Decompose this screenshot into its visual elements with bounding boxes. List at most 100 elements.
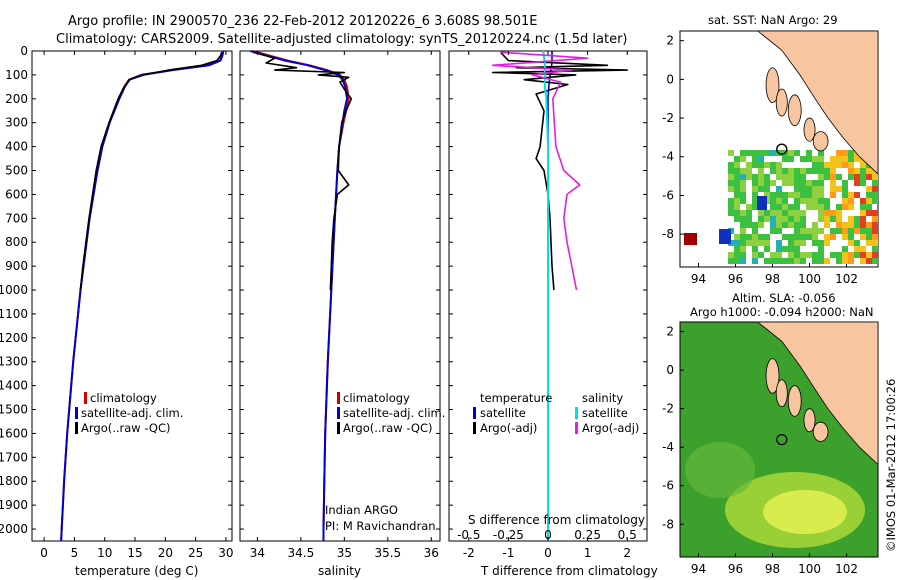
sst-cell bbox=[860, 228, 866, 234]
depth-tick-label: 600 bbox=[5, 187, 28, 201]
sst-cell bbox=[794, 204, 800, 210]
sst-cell bbox=[842, 258, 848, 264]
sst-cell bbox=[818, 216, 824, 222]
sst-cell bbox=[728, 252, 734, 258]
sst-cell bbox=[776, 198, 782, 204]
legend-temperature-heading: temperature bbox=[480, 391, 552, 405]
sst-cell bbox=[782, 156, 788, 162]
sst-cell bbox=[836, 150, 842, 156]
sst-cell bbox=[770, 210, 776, 216]
sst-cell bbox=[842, 150, 848, 156]
sst-cell bbox=[824, 258, 830, 264]
salinity-tick-label: 35.5 bbox=[374, 546, 401, 560]
map-lat-label: -4 bbox=[662, 440, 674, 454]
sst-cell bbox=[788, 204, 794, 210]
depth-tick-label: 1900 bbox=[0, 498, 28, 512]
sst-cell bbox=[836, 216, 842, 222]
legend-t-argo: Argo(-adj) bbox=[480, 421, 537, 435]
sst-cell bbox=[866, 210, 872, 216]
sst-cell bbox=[848, 258, 854, 264]
depth-tick-label: 1000 bbox=[0, 283, 28, 297]
sst-cell bbox=[764, 180, 770, 186]
sst-cell bbox=[764, 192, 770, 198]
sst-cell bbox=[752, 240, 758, 246]
sst-cell bbox=[758, 252, 764, 258]
land-island bbox=[803, 117, 816, 142]
sst-cell bbox=[728, 180, 734, 186]
sst-cell bbox=[728, 174, 734, 180]
legend-satellite-adj: satellite-adj. clim. bbox=[81, 406, 183, 420]
sst-cell bbox=[872, 186, 878, 192]
sst-cell bbox=[842, 234, 848, 240]
sla-map: 94 96 98 100 102 2 0 -2 -4 -6 -8 bbox=[662, 321, 879, 576]
map-lon-label: 94 bbox=[691, 272, 706, 286]
sst-cell bbox=[824, 210, 830, 216]
series-line-argo bbox=[252, 51, 353, 291]
sst-cell bbox=[812, 252, 818, 258]
sst-cell bbox=[758, 180, 764, 186]
land-sumatra bbox=[756, 30, 879, 176]
sst-cell bbox=[752, 246, 758, 252]
sst-cell bbox=[728, 210, 734, 216]
sst-cell bbox=[740, 156, 746, 162]
sst-cell bbox=[740, 222, 746, 228]
sst-cell bbox=[752, 222, 758, 228]
temperature-tick-label: 20 bbox=[158, 546, 173, 560]
sst-cell bbox=[848, 228, 854, 234]
sst-cell bbox=[860, 216, 866, 222]
sst-cell bbox=[854, 216, 860, 222]
temperature-tick-label: 30 bbox=[218, 546, 233, 560]
sst-cell bbox=[770, 192, 776, 198]
sst-cell bbox=[788, 246, 794, 252]
sst-cell bbox=[800, 240, 806, 246]
legend-swatch-climatology bbox=[337, 392, 340, 404]
sst-cell bbox=[794, 180, 800, 186]
sst-cell bbox=[782, 174, 788, 180]
sst-cell bbox=[794, 150, 800, 156]
sst-cell bbox=[824, 240, 830, 246]
salinity-profile-plot: 34 34.5 35 35.5 36 bbox=[250, 50, 439, 560]
sst-cell bbox=[860, 204, 866, 210]
sst-cell bbox=[836, 204, 842, 210]
sst-cell bbox=[842, 198, 848, 204]
sst-cell bbox=[752, 156, 758, 162]
sst-cell bbox=[758, 222, 764, 228]
sst-cell bbox=[758, 186, 764, 192]
sst-cell bbox=[719, 229, 731, 244]
sst-cell bbox=[764, 174, 770, 180]
sst-cell bbox=[806, 180, 812, 186]
sst-cell bbox=[788, 156, 794, 162]
legend-swatch-satellite bbox=[337, 407, 340, 419]
sst-cell bbox=[824, 168, 830, 174]
legend-argo: Argo(..raw -QC) bbox=[81, 421, 171, 435]
map-lon-label: 100 bbox=[798, 562, 821, 576]
map-lat-label: -6 bbox=[662, 188, 674, 202]
sst-cell bbox=[848, 252, 854, 258]
sst-cell bbox=[734, 198, 740, 204]
sst-cell bbox=[758, 168, 764, 174]
sst-cell bbox=[740, 240, 746, 246]
sst-cell bbox=[764, 162, 770, 168]
argo-location-marker bbox=[776, 434, 788, 446]
sst-cell bbox=[830, 192, 836, 198]
sst-cell bbox=[872, 210, 878, 216]
legend-climatology: climatology bbox=[343, 391, 410, 405]
sst-map-title: sat. SST: NaN Argo: 29 bbox=[708, 13, 838, 27]
legend-swatch-argo bbox=[75, 422, 78, 434]
sst-cell bbox=[806, 204, 812, 210]
map-lon-label: 102 bbox=[835, 562, 858, 576]
sst-cell bbox=[794, 240, 800, 246]
sst-cell bbox=[782, 192, 788, 198]
sst-cell bbox=[860, 246, 866, 252]
sst-cell bbox=[740, 252, 746, 258]
sst-cell bbox=[764, 258, 770, 264]
sst-cell bbox=[740, 174, 746, 180]
sst-cell bbox=[764, 216, 770, 222]
sst-cell bbox=[800, 228, 806, 234]
sst-cell bbox=[788, 168, 794, 174]
land-island bbox=[775, 88, 788, 117]
sst-cell bbox=[758, 216, 764, 222]
sst-cell bbox=[758, 210, 764, 216]
